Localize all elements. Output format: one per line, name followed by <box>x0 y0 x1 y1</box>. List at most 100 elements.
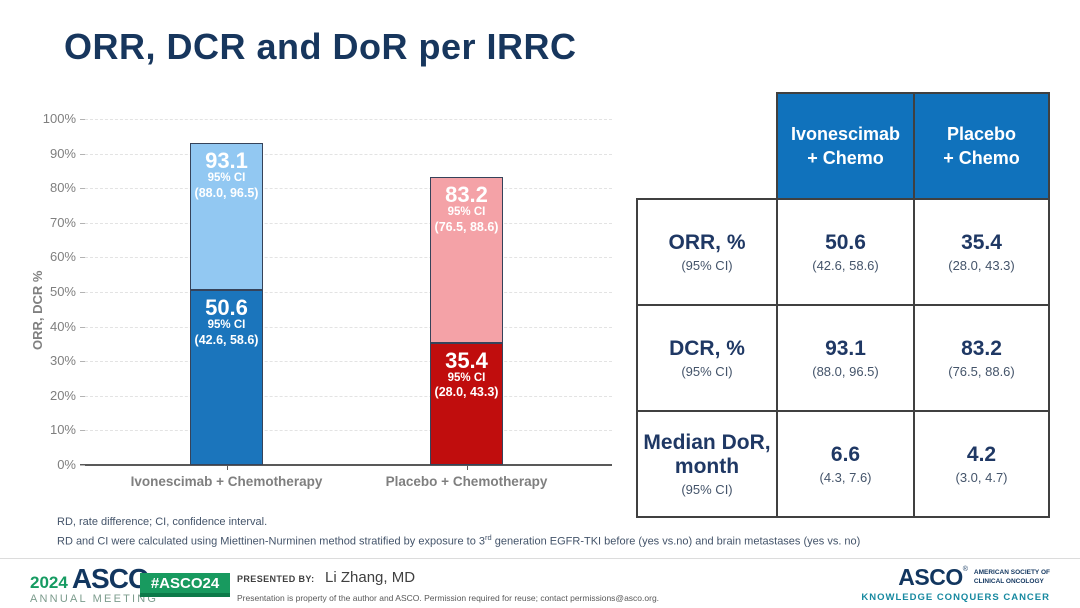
y-tick-label: 60% <box>49 249 76 265</box>
y-tick-mark <box>80 430 85 432</box>
row-sublabel: (95% CI) <box>681 481 733 497</box>
row-sublabel: (95% CI) <box>681 257 733 273</box>
cell-ci: (88.0, 96.5) <box>812 364 879 379</box>
society-name-line2: CLINICAL ONCOLOGY <box>973 577 1044 585</box>
y-tick-mark <box>80 257 85 259</box>
table-row-orr: ORR, % (95% CI) 50.6 (42.6, 58.6) 35.4 (… <box>636 198 1050 306</box>
y-tick-label: 40% <box>49 318 76 334</box>
footnote-superscript: rd <box>485 533 492 542</box>
bar-segment-orr-0: 50.6 95% CI (42.6, 58.6) <box>190 289 263 465</box>
y-tick-mark <box>80 326 85 328</box>
asco-wordmark: ASCO <box>898 564 963 590</box>
table-row-dor: Median DoR, month (95% CI) 6.6 (4.3, 7.6… <box>636 410 1050 518</box>
row-header-orr: ORR, % (95% CI) <box>636 198 778 306</box>
cell-ci: (28.0, 43.3) <box>948 258 1015 273</box>
permission-disclaimer: Presentation is property of the author a… <box>237 593 660 603</box>
footnote-methods-text: RD and CI were calculated using Miettine… <box>57 535 485 548</box>
presented-by-line: PRESENTED BY: Li Zhang, MD <box>237 569 659 587</box>
gridline <box>85 257 612 259</box>
gridline <box>85 326 612 328</box>
segment-ci-value: (88.0, 96.5) <box>194 185 259 200</box>
footnote-abbreviations: RD, rate difference; CI, confidence inte… <box>57 516 268 528</box>
y-tick-label: 20% <box>49 387 76 403</box>
col-header-placebo: Placebo + Chemo <box>913 92 1050 200</box>
segment-ci-value: (28.0, 43.3) <box>434 385 499 400</box>
cell-value: 35.4 <box>961 231 1002 254</box>
segment-ci-heading: 95% CI <box>447 371 486 384</box>
row-sublabel: (95% CI) <box>681 363 733 379</box>
x-axis-line <box>80 464 612 466</box>
logo-row: 2024 ASCO ® <box>30 563 158 594</box>
asco-wordmark: ASCO <box>71 563 150 594</box>
presented-by-label: PRESENTED BY: <box>237 574 315 584</box>
footer-divider <box>0 558 1080 559</box>
bar-segment-orr-1: 35.4 95% CI (28.0, 43.3) <box>430 342 503 465</box>
y-tick-label: 70% <box>49 214 76 230</box>
cell-orr-placebo: 35.4 (28.0, 43.3) <box>913 198 1050 306</box>
results-table: Ivonescimab + Chemo Placebo + Chemo ORR,… <box>636 92 1050 518</box>
category-label: Placebo + Chemotherapy <box>385 474 548 489</box>
y-tick-label: 100% <box>42 111 76 126</box>
segment-ci-heading: 95% CI <box>207 319 246 332</box>
cell-value: 93.1 <box>825 337 866 360</box>
registered-mark: ® <box>962 566 968 573</box>
y-tick-label: 80% <box>49 180 76 196</box>
x-tick-mark <box>466 465 468 470</box>
bar-segment-dcr-0: 93.1 95% CI (88.0, 96.5) <box>190 142 263 290</box>
cell-dcr-placebo: 83.2 (76.5, 88.6) <box>913 304 1050 412</box>
cell-dor-ivonescimab: 6.6 (4.3, 7.6) <box>776 410 915 518</box>
y-axis-title: ORR, DCR % <box>30 270 45 350</box>
logo-row: ASCO ® AMERICAN SOCIETY OF CLINICAL ONCO… <box>898 566 1050 589</box>
segment-value-label: 83.2 <box>445 182 488 208</box>
segment-ci-heading: 95% CI <box>447 206 486 219</box>
y-tick-mark <box>80 292 85 293</box>
y-tick-label: 10% <box>49 422 76 438</box>
y-tick-label: 30% <box>49 353 76 369</box>
gridline <box>85 188 612 190</box>
segment-ci-value: (76.5, 88.6) <box>434 220 499 235</box>
meeting-name: ANNUAL MEETING <box>30 593 159 605</box>
gridline <box>85 153 612 155</box>
y-tick-mark <box>80 188 85 190</box>
gridline <box>85 292 612 293</box>
footnotes: RD, rate difference; CI, confidence inte… <box>57 515 860 550</box>
cell-dcr-ivonescimab: 93.1 (88.0, 96.5) <box>776 304 915 412</box>
row-header-dor: Median DoR, month (95% CI) <box>636 410 778 518</box>
cell-ci: (4.3, 7.6) <box>819 470 872 485</box>
hashtag-badge: #ASCO24 <box>140 573 230 597</box>
society-name-line1: AMERICAN SOCIETY OF <box>973 568 1050 576</box>
y-tick-mark <box>80 153 85 155</box>
segment-ci-heading: 95% CI <box>207 171 246 184</box>
row-header-dcr: DCR, % (95% CI) <box>636 304 778 412</box>
segment-value-label: 50.6 <box>205 294 248 320</box>
gridline <box>85 430 612 432</box>
gridline <box>85 361 612 363</box>
asco-society-logo: ASCO ® AMERICAN SOCIETY OF CLINICAL ONCO… <box>861 566 1050 604</box>
presented-by-block: PRESENTED BY: Li Zhang, MD Presentation … <box>237 569 659 603</box>
y-tick-mark <box>80 395 85 397</box>
y-tick-mark <box>80 222 85 224</box>
stacked-bar-chart: 0% 10% 20% 30% 40% 50% 60% 70% 80% 90% 100% 50.6 95%… <box>43 111 612 489</box>
y-tick-label: 0% <box>57 457 76 472</box>
cell-value: 6.6 <box>830 443 861 466</box>
segment-value-label: 35.4 <box>445 347 488 373</box>
row-label: Median DoR, month <box>643 431 771 478</box>
table-row-dcr: DCR, % (95% CI) 93.1 (88.0, 96.5) 83.2 (… <box>636 304 1050 412</box>
society-name: AMERICAN SOCIETY OF CLINICAL ONCOLOGY <box>974 569 1050 587</box>
table-header-row: Ivonescimab + Chemo Placebo + Chemo <box>637 92 1050 200</box>
cell-ci: (3.0, 4.7) <box>955 470 1008 485</box>
segment-value-label: 93.1 <box>205 147 248 173</box>
cell-value: 50.6 <box>825 231 866 254</box>
y-tick-label: 90% <box>49 145 76 161</box>
meeting-year: 2024 <box>30 573 68 592</box>
cell-value: 4.2 <box>966 443 997 466</box>
gridline <box>85 119 612 120</box>
society-motto: KNOWLEDGE CONQUERS CANCER <box>861 592 1050 603</box>
cell-value: 83.2 <box>961 337 1002 360</box>
cell-ci: (42.6, 58.6) <box>812 258 879 273</box>
gridline <box>85 395 612 397</box>
y-tick-label: 50% <box>49 284 76 299</box>
x-tick-mark <box>226 465 228 470</box>
footnote-methods-text-after: generation EGFR-TKI before (yes vs.no) a… <box>491 535 861 548</box>
